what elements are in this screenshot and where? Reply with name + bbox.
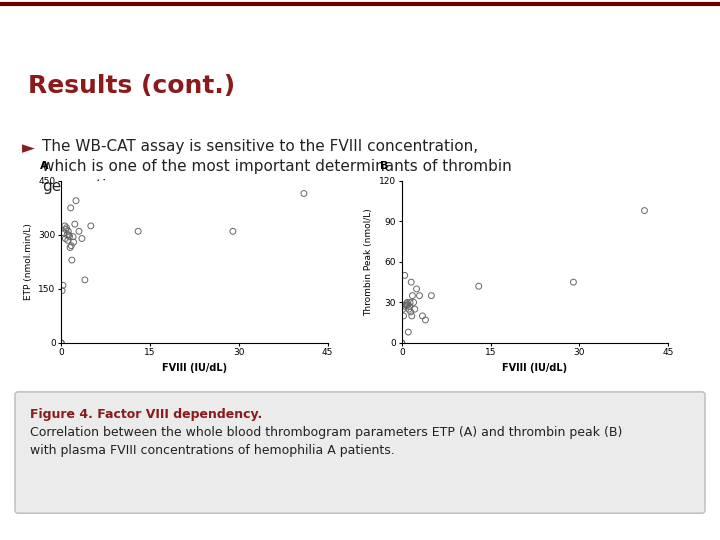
Y-axis label: Thrombin Peak (nmol/L): Thrombin Peak (nmol/L) — [364, 208, 374, 316]
Text: Results (cont.): Results (cont.) — [28, 74, 235, 98]
Point — [406, 312, 418, 320]
Point — [55, 339, 67, 347]
Point — [60, 225, 72, 234]
X-axis label: FVIII (IU/dL): FVIII (IU/dL) — [503, 363, 567, 373]
Point — [66, 241, 77, 250]
Point — [63, 231, 75, 239]
Point — [79, 275, 91, 284]
Point — [56, 286, 68, 295]
Point — [407, 291, 418, 300]
Point — [402, 301, 413, 309]
Point — [55, 339, 67, 347]
Text: Figure 4. Factor VIII dependency.: Figure 4. Factor VIII dependency. — [30, 408, 262, 421]
Text: B: B — [380, 161, 389, 171]
Point — [417, 312, 428, 320]
Text: ►: ► — [22, 139, 35, 157]
Point — [132, 227, 144, 235]
Point — [68, 238, 79, 246]
Point — [411, 285, 423, 293]
Text: generation: generation — [42, 179, 125, 194]
Point — [64, 232, 76, 241]
Point — [67, 232, 78, 241]
Point — [65, 204, 76, 212]
Point — [409, 305, 420, 313]
Point — [227, 227, 238, 235]
Text: The WB-CAT assay is sensitive to the FVIII concentration,: The WB-CAT assay is sensitive to the FVI… — [42, 139, 478, 154]
Text: A: A — [40, 161, 48, 171]
Point — [401, 298, 413, 307]
Point — [71, 197, 82, 205]
Point — [639, 206, 650, 215]
Point — [396, 339, 408, 347]
Point — [400, 302, 411, 310]
Point — [61, 231, 73, 239]
Point — [73, 227, 85, 235]
Point — [59, 221, 71, 230]
Point — [57, 281, 68, 289]
Point — [62, 236, 73, 245]
Point — [397, 305, 409, 313]
Point — [76, 234, 88, 243]
Y-axis label: ETP (nmol.min/L): ETP (nmol.min/L) — [24, 224, 33, 300]
Text: Correlation between the whole blood thrombogram parameters ETP (A) and thrombin : Correlation between the whole blood thro… — [30, 426, 622, 457]
X-axis label: FVIII (IU/dL): FVIII (IU/dL) — [162, 363, 227, 373]
Point — [64, 243, 76, 252]
Point — [405, 298, 416, 307]
Point — [402, 328, 414, 336]
Point — [404, 302, 415, 310]
Point — [399, 271, 410, 280]
Point — [69, 220, 81, 228]
Point — [298, 189, 310, 198]
Point — [66, 256, 78, 265]
Text: which is one of the most important determinants of thrombin: which is one of the most important deter… — [42, 159, 512, 174]
Point — [426, 291, 437, 300]
Point — [60, 224, 72, 232]
Point — [396, 339, 408, 347]
Point — [420, 315, 431, 324]
Point — [58, 229, 70, 238]
Point — [405, 307, 416, 316]
Point — [397, 312, 409, 320]
Point — [414, 291, 426, 300]
Point — [85, 221, 96, 230]
Point — [400, 301, 412, 309]
Point — [567, 278, 579, 286]
Point — [401, 299, 413, 308]
Text: Clinical Chemistry: Clinical Chemistry — [16, 16, 199, 34]
Point — [405, 278, 417, 286]
FancyBboxPatch shape — [15, 392, 705, 513]
Point — [403, 305, 415, 313]
Point — [473, 282, 485, 291]
Point — [63, 227, 74, 235]
Point — [408, 298, 419, 307]
Point — [60, 234, 71, 243]
